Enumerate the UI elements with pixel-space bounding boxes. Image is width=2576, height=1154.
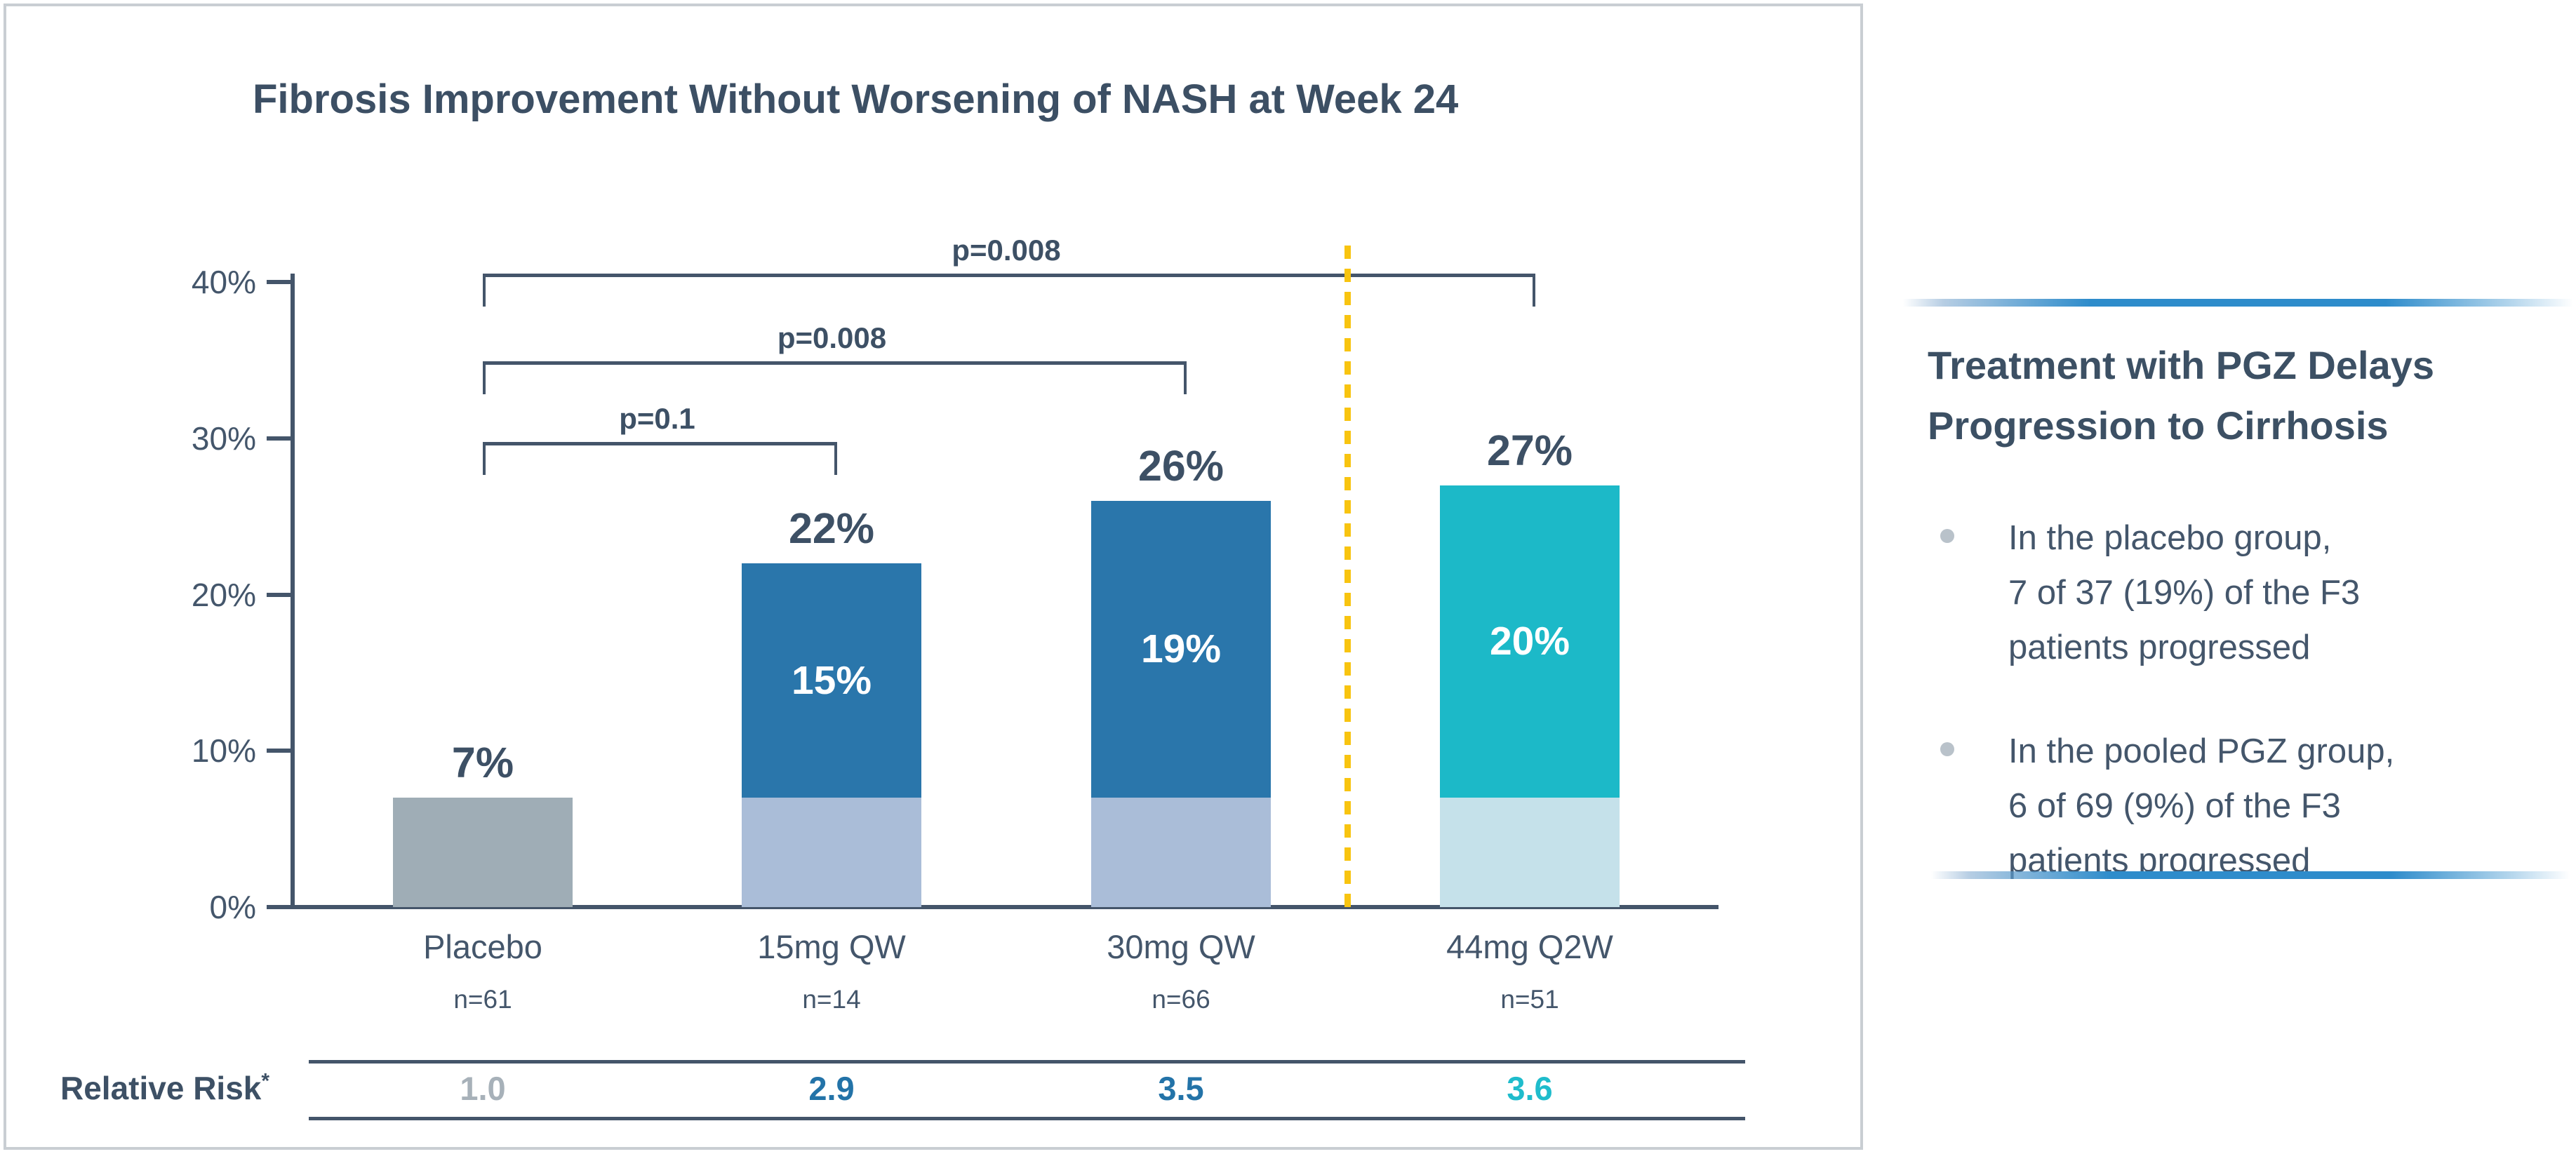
y-axis-tick-label: 20% bbox=[191, 576, 256, 613]
x-axis-n-label: n=66 bbox=[1152, 985, 1210, 1014]
y-axis-tick-label: 40% bbox=[191, 264, 256, 300]
x-axis-n-label: n=51 bbox=[1500, 985, 1559, 1014]
significance-bracket bbox=[483, 361, 1187, 394]
significance-bracket bbox=[483, 442, 837, 475]
y-axis-line bbox=[291, 274, 295, 909]
side-panel-bullet: In the placebo group, 7 of 37 (19%) of th… bbox=[1928, 511, 2570, 675]
p-value-label: p=0.1 bbox=[619, 402, 695, 435]
y-axis-tick bbox=[267, 592, 291, 597]
x-axis-n-label: n=61 bbox=[453, 985, 512, 1014]
p-value-label: p=0.008 bbox=[952, 234, 1061, 267]
side-panel-heading-line: Progression to Cirrhosis bbox=[1928, 403, 2389, 448]
relative-risk-rule-bottom bbox=[309, 1117, 1745, 1120]
bar-total-label: 27% bbox=[1486, 426, 1573, 474]
bullet-text: In the pooled PGZ group, 6 of 69 (9%) of … bbox=[2008, 732, 2395, 880]
p-value-label: p=0.008 bbox=[777, 321, 887, 354]
side-panel-heading: Treatment with PGZ Delays Progression to … bbox=[1928, 335, 2559, 456]
y-axis-tick-label: 0% bbox=[209, 889, 256, 925]
bullet-dot-icon bbox=[1940, 529, 1954, 543]
side-panel-heading-line: Treatment with PGZ Delays bbox=[1928, 343, 2434, 387]
y-axis-tick bbox=[267, 436, 291, 441]
side-panel-bottom-rule bbox=[1931, 871, 2570, 879]
x-axis-n-label: n=14 bbox=[802, 985, 861, 1014]
relative-risk-label: Relative Risk bbox=[60, 1070, 262, 1106]
bar-segment-15mg-qw-0 bbox=[742, 798, 921, 907]
side-panel-bullet: In the pooled PGZ group, 6 of 69 (9%) of … bbox=[1928, 724, 2570, 888]
side-panel-top-rule bbox=[1903, 299, 2573, 307]
relative-risk-value: 1.0 bbox=[460, 1070, 506, 1107]
relative-risk-value: 3.5 bbox=[1158, 1070, 1204, 1107]
x-axis-category-label: 15mg QW bbox=[757, 928, 906, 965]
y-axis-tick bbox=[267, 749, 291, 753]
relative-risk-asterisk: * bbox=[261, 1069, 270, 1093]
relative-risk-rule-top bbox=[309, 1060, 1745, 1064]
relative-risk-value: 2.9 bbox=[808, 1070, 855, 1107]
bar-segment-value-label: 20% bbox=[1489, 619, 1570, 664]
bar-segment-value-label: 19% bbox=[1140, 626, 1222, 672]
relative-risk-value: 3.6 bbox=[1507, 1070, 1553, 1107]
y-axis-tick-label: 10% bbox=[191, 732, 256, 770]
bar-segment-44mg-q2w-1 bbox=[1440, 485, 1620, 798]
y-axis-tick bbox=[267, 280, 291, 284]
chart-title: Fibrosis Improvement Without Worsening o… bbox=[253, 76, 1459, 122]
bar-segment-30mg-qw-1 bbox=[1091, 500, 1271, 798]
x-axis-category-label: 30mg QW bbox=[1107, 928, 1255, 965]
relative-risk-row-header: Relative Risk* bbox=[60, 1069, 269, 1107]
bar-segment-15mg-qw-1 bbox=[742, 563, 921, 798]
y-axis-tick bbox=[267, 905, 291, 909]
significance-bracket bbox=[483, 274, 1535, 307]
bullet-text: In the placebo group, 7 of 37 (19%) of th… bbox=[2008, 519, 2361, 666]
bar-segment-placebo-0 bbox=[393, 798, 573, 907]
bullet-dot-icon bbox=[1940, 742, 1954, 756]
bar-segment-44mg-q2w-0 bbox=[1440, 798, 1620, 907]
bar-total-label: 22% bbox=[788, 504, 875, 552]
bar-segment-30mg-qw-0 bbox=[1091, 798, 1271, 907]
x-axis-category-label: Placebo bbox=[423, 928, 542, 965]
x-axis-category-label: 44mg Q2W bbox=[1446, 928, 1613, 965]
bar-segment-value-label: 15% bbox=[791, 658, 872, 703]
y-axis-tick-label: 30% bbox=[191, 420, 256, 457]
bar-total-label: 7% bbox=[451, 739, 514, 787]
x-axis-line bbox=[291, 905, 1719, 909]
dose-separator-dashed-line bbox=[1344, 246, 1351, 907]
bar-total-label: 26% bbox=[1137, 441, 1224, 490]
